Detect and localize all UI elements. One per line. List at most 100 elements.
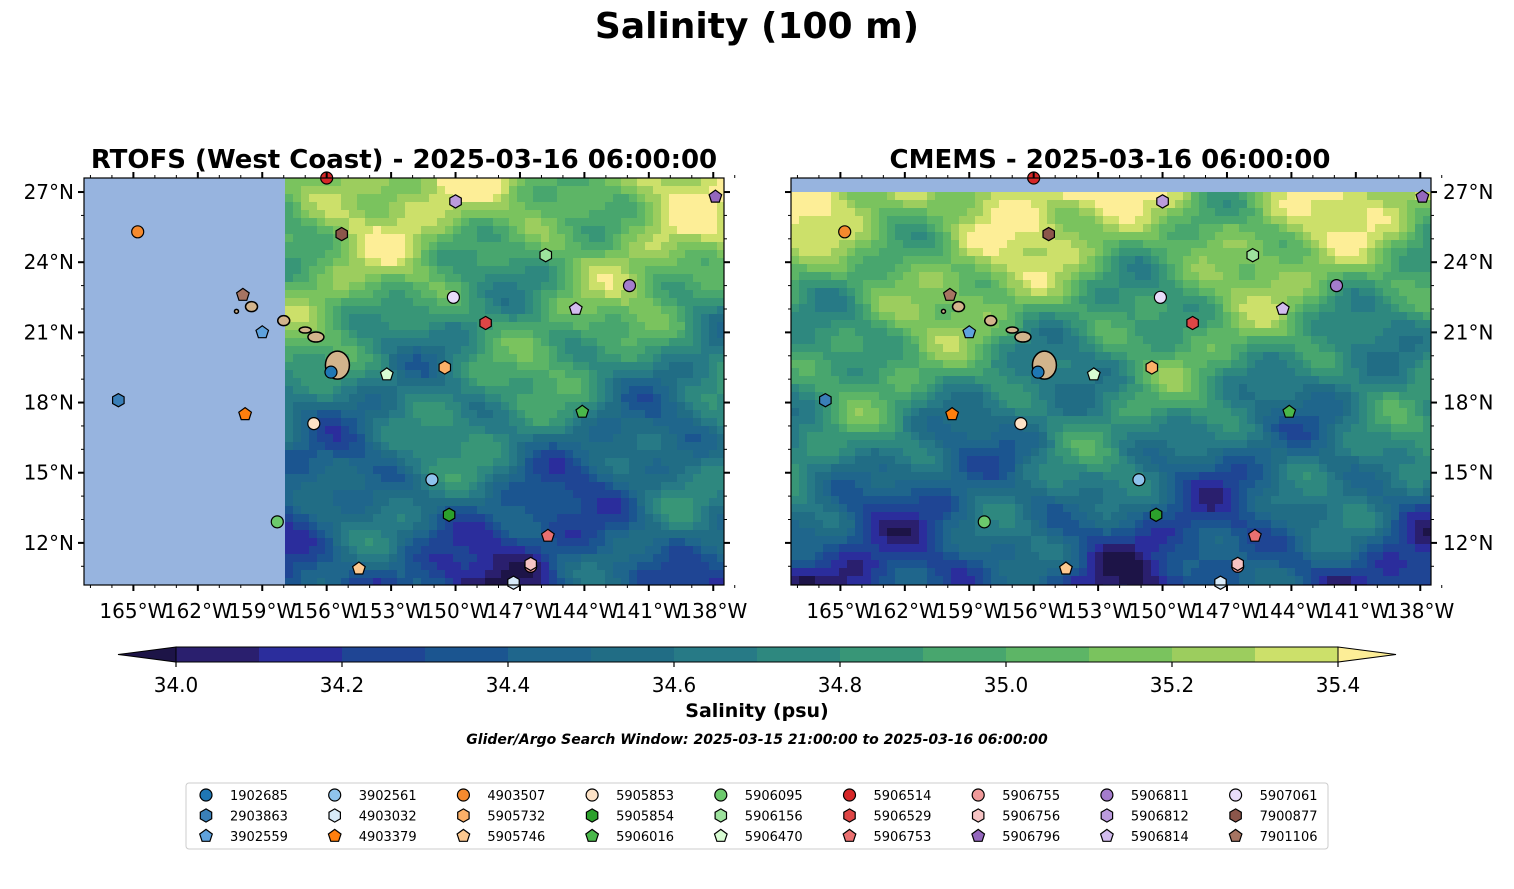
field-cell [1183, 224, 1191, 232]
field-cell [645, 242, 653, 250]
field-cell [565, 274, 573, 282]
field-cell [421, 210, 429, 218]
field-cell [421, 290, 429, 298]
field-cell [509, 194, 517, 202]
field-cell [621, 530, 629, 538]
field-cell [565, 458, 573, 466]
field-cell [1039, 208, 1047, 216]
field-cell [549, 370, 557, 378]
field-cell [525, 394, 533, 402]
field-cell [421, 322, 429, 330]
field-cell [325, 410, 333, 418]
field-cell [421, 490, 429, 498]
field-cell [573, 234, 581, 242]
field-cell [437, 386, 445, 394]
field-cell [613, 410, 621, 418]
field-cell [501, 314, 509, 322]
field-cell [541, 506, 549, 514]
field-cell [653, 458, 661, 466]
field-cell [541, 274, 549, 282]
field-cell [975, 256, 983, 264]
field-cell [629, 242, 637, 250]
field-cell [557, 370, 565, 378]
field-cell [677, 354, 685, 362]
field-cell [903, 384, 911, 392]
field-cell [1127, 232, 1135, 240]
field-cell [557, 466, 565, 474]
panel-title-cmems: CMEMS - 2025-03-16 06:00:00 [890, 145, 1331, 175]
field-cell [285, 538, 293, 546]
field-cell [1279, 336, 1287, 344]
field-cell [1391, 216, 1399, 224]
field-cell [983, 216, 991, 224]
field-cell [389, 506, 397, 514]
field-cell [1279, 256, 1287, 264]
field-cell [645, 338, 653, 346]
field-cell [389, 194, 397, 202]
field-cell [791, 328, 799, 336]
field-cell [1215, 288, 1223, 296]
field-cell [389, 210, 397, 218]
field-cell [1063, 296, 1071, 304]
field-cell [541, 378, 549, 386]
field-cell [605, 458, 613, 466]
field-cell [1383, 224, 1391, 232]
field-cell [701, 346, 709, 354]
field-cell [1183, 280, 1191, 288]
field-cell [349, 506, 357, 514]
field-cell [709, 482, 717, 490]
field-cell [317, 370, 325, 378]
field-cell [597, 466, 605, 474]
field-cell [333, 210, 341, 218]
field-cell [613, 482, 621, 490]
field-cell [1271, 328, 1279, 336]
field-cell [661, 578, 669, 585]
field-cell [1063, 256, 1071, 264]
field-cell [1359, 320, 1367, 328]
field-cell [1175, 360, 1183, 368]
field-cell [621, 258, 629, 266]
field-cell [549, 202, 557, 210]
field-cell [293, 498, 301, 506]
field-cell [1263, 352, 1271, 360]
field-cell [653, 538, 661, 546]
field-cell [863, 368, 871, 376]
field-cell [381, 242, 389, 250]
field-cell [1207, 312, 1215, 320]
field-cell [1079, 288, 1087, 296]
field-cell [645, 530, 653, 538]
field-cell [1255, 328, 1263, 336]
field-cell [533, 402, 541, 410]
field-cell [1303, 280, 1311, 288]
field-cell [429, 354, 437, 362]
field-cell [1079, 296, 1087, 304]
field-cell [709, 186, 717, 194]
field-cell [1127, 384, 1135, 392]
field-cell [373, 482, 381, 490]
field-cell [365, 346, 373, 354]
field-cell [477, 482, 485, 490]
field-cell [1359, 232, 1367, 240]
field-cell [935, 208, 943, 216]
field-cell [1415, 312, 1423, 320]
field-cell [999, 368, 1007, 376]
field-cell [1423, 312, 1431, 320]
field-cell [357, 386, 365, 394]
field-cell [951, 224, 959, 232]
field-cell [501, 578, 509, 585]
field-cell [1343, 376, 1351, 384]
field-cell [317, 546, 325, 554]
field-cell [445, 498, 453, 506]
field-cell [405, 562, 413, 570]
field-cell [501, 466, 509, 474]
field-cell [589, 210, 597, 218]
field-cell [983, 376, 991, 384]
field-cell [709, 258, 717, 266]
field-cell [301, 370, 309, 378]
field-cell [437, 218, 445, 226]
field-cell [645, 202, 653, 210]
field-cell [1031, 264, 1039, 272]
field-cell [1359, 352, 1367, 360]
field-cell [557, 194, 565, 202]
field-cell [549, 218, 557, 226]
